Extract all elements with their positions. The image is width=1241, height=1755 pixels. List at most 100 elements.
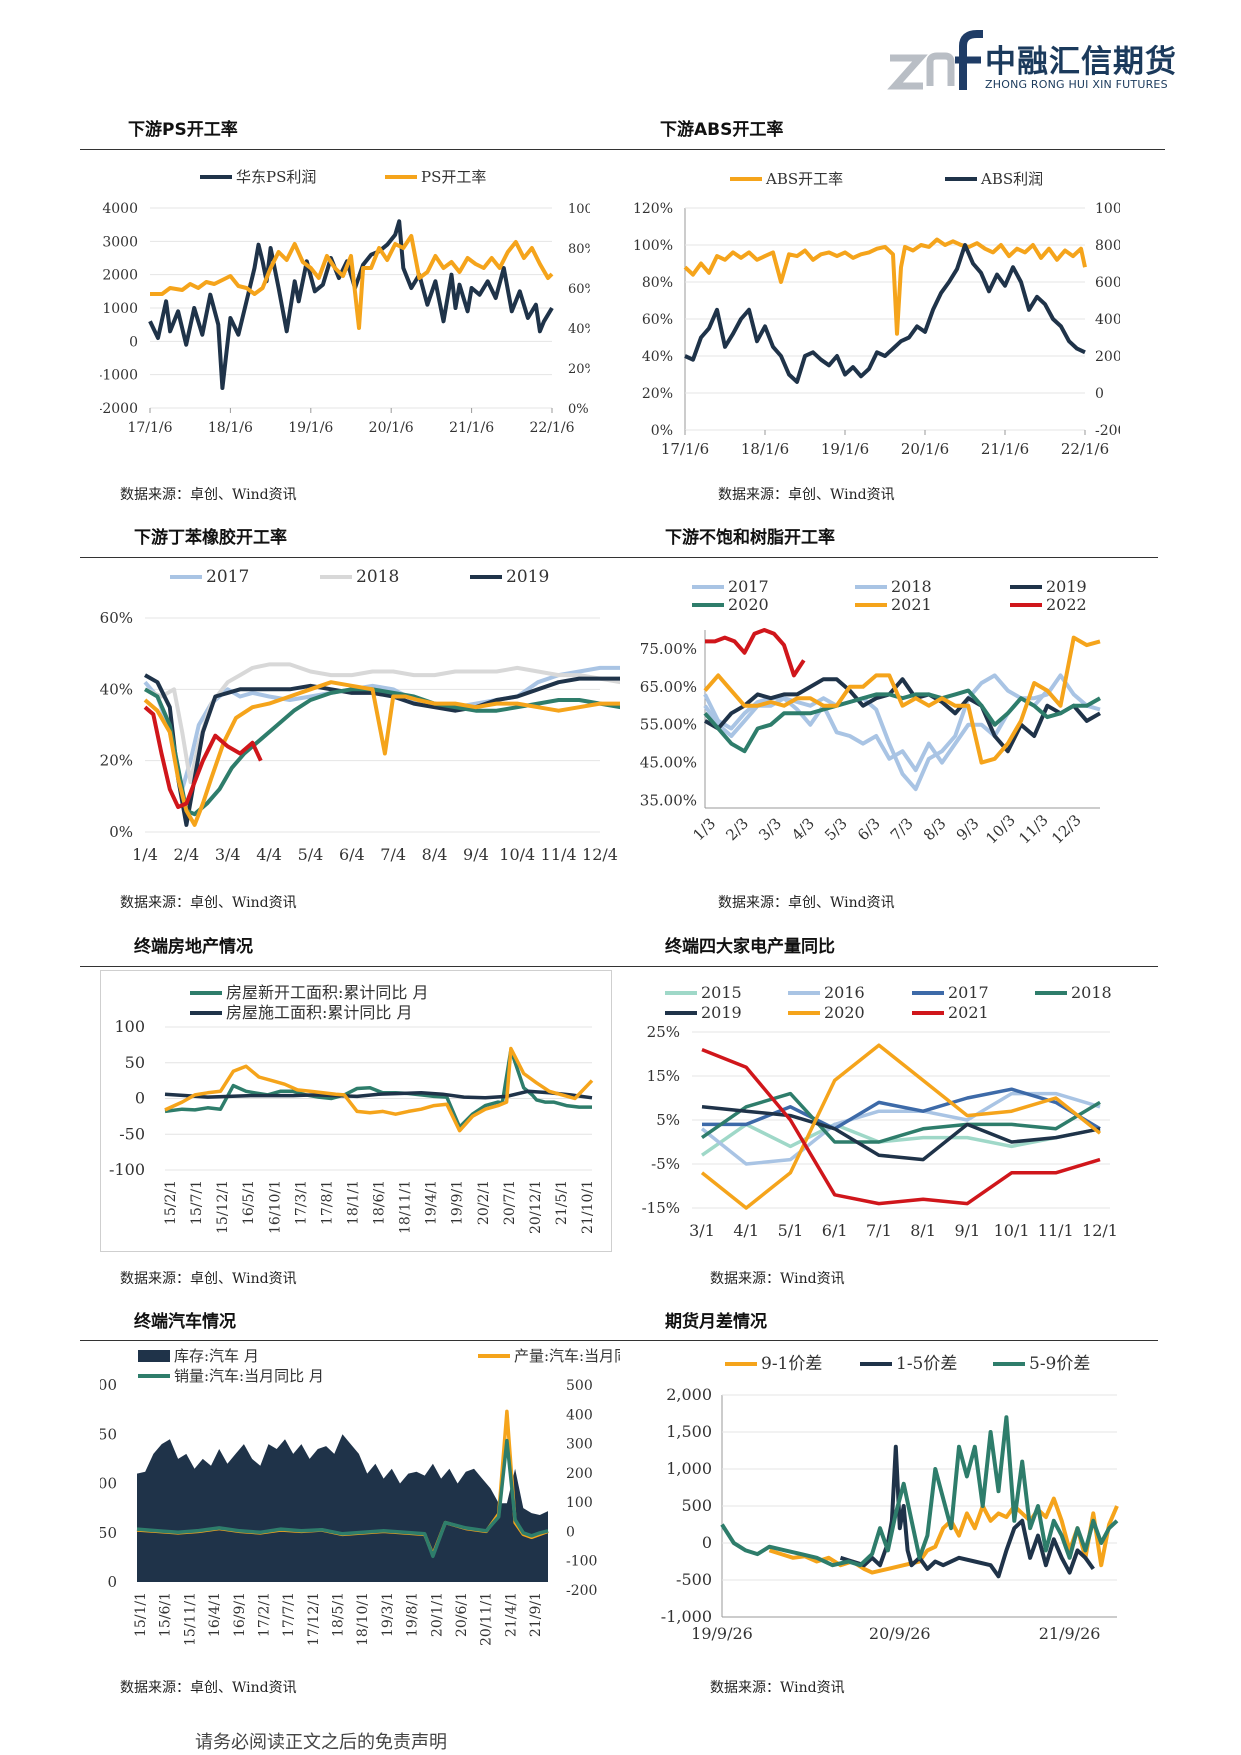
legend-label: 2019 [701, 1003, 742, 1022]
y2-tick-label: 4000 [1095, 312, 1120, 328]
legend-label: 5-9价差 [1029, 1354, 1090, 1374]
x-tick-label: 6/3 [854, 814, 884, 844]
legend-label: 2019 [1046, 577, 1087, 596]
x-tick-label: 21/5/1 [554, 1180, 570, 1225]
x-tick-label: 19/9/26 [691, 1624, 753, 1643]
company-name-cn: 中融汇信期货 [985, 44, 1177, 80]
series-line [683, 237, 1087, 336]
x-tick-label: 7/3 [887, 814, 917, 844]
legend-label: 2017 [728, 577, 769, 596]
y-tick-label: 75.00% [640, 640, 697, 658]
x-tick-label: 18/1/6 [208, 420, 253, 436]
legend-label: 2017 [948, 983, 989, 1002]
x-tick-label: 18/5/1 [331, 1592, 347, 1637]
y-tick-label: 80% [642, 275, 673, 291]
x-tick-label: 8/1 [910, 1221, 936, 1240]
x-tick-label: 17/3/1 [293, 1180, 309, 1225]
chart-real-estate: 100 50 0 -50 -100 15/2/1 15/7/1 15/12/1 16/5/1 16… [109, 983, 596, 1234]
series-line [703, 688, 1101, 754]
source-note: 数据来源：Wind资讯 [710, 1271, 845, 1287]
series-line [143, 680, 620, 827]
x-tick-label: 18/1/1 [345, 1180, 361, 1225]
inventory-area [137, 1434, 548, 1582]
y-tick-label: 35.00% [640, 791, 697, 809]
y2-tick-label: 6000 [1095, 275, 1120, 291]
legend-label: 2018 [891, 577, 932, 596]
y2-tick-label: 300 [566, 1437, 593, 1453]
y-tick-label: -1,000 [661, 1607, 712, 1626]
y-tick-label: 60% [642, 312, 673, 328]
series-line [701, 1105, 1101, 1162]
series-line [143, 705, 263, 809]
y-tick-label: 50 [100, 1524, 117, 1542]
x-tick-label: 19/3/1 [380, 1592, 396, 1637]
chart-auto: 2001501005005004003002001000-100-20015/1… [100, 1347, 620, 1646]
x-tick-label: 16/9/1 [232, 1592, 248, 1637]
y-tick-label: 0 [702, 1533, 712, 1552]
series-line [150, 234, 554, 330]
x-tick-label: 18/6/1 [372, 1180, 388, 1225]
series-line [703, 635, 1101, 765]
x-tick-label: 4/4 [256, 845, 282, 864]
y-tick-label: 5% [656, 1111, 680, 1129]
x-tick-label: 4/1 [733, 1221, 759, 1240]
x-tick-label: 11/3 [1015, 811, 1052, 848]
legend-label: 房屋施工面积:累计同比 月 [226, 1003, 412, 1022]
y-tick-label: 1000 [102, 301, 138, 317]
x-tick-label: 12/1 [1082, 1221, 1118, 1240]
legend-label: 2021 [948, 1003, 989, 1022]
y2-tick-label: 200 [566, 1466, 593, 1482]
y-tick-label: 50 [125, 1053, 145, 1072]
section-divider [80, 966, 1158, 967]
legend-label: PS开工率 [421, 168, 486, 186]
y2-tick-label: 400 [566, 1407, 593, 1423]
source-note: 数据来源：卓创、Wind资讯 [718, 895, 895, 911]
series-line [164, 1089, 593, 1100]
legend-label: 2018 [1071, 983, 1112, 1002]
legend-label: 2016 [824, 983, 865, 1002]
legend-label: 1-5价差 [896, 1354, 957, 1374]
section-title-upr: 下游不饱和树脂开工率 [665, 528, 835, 548]
section-title-auto: 终端汽车情况 [134, 1312, 236, 1332]
y-tick-label: 500 [681, 1496, 712, 1515]
y-tick-label: 1,000 [666, 1459, 712, 1478]
company-logo: 中融汇信期货 ZHONG RONG HUI XIN FUTURES [885, 28, 1185, 98]
x-tick-label: 22/1/6 [1061, 440, 1109, 458]
x-tick-label: 2/3 [722, 814, 752, 844]
x-tick-label: 15/12/1 [215, 1180, 231, 1234]
y-tick-label: 1,500 [666, 1422, 712, 1441]
x-tick-label: 17/12/1 [306, 1592, 322, 1646]
series-line [148, 219, 554, 390]
legend-label: 2020 [728, 595, 769, 614]
section-title-sbr: 下游丁苯橡胶开工率 [134, 528, 287, 548]
legend-label: ABS开工率 [765, 170, 843, 188]
x-tick-label: 21/9/26 [1039, 1624, 1101, 1643]
x-tick-label: 20/12/1 [528, 1180, 544, 1234]
legend-label: 2015 [701, 983, 742, 1002]
y-tick-label: -500 [676, 1570, 712, 1589]
x-tick-label: 18/1/6 [741, 440, 789, 458]
x-tick-label: 21/1/6 [981, 440, 1029, 458]
x-tick-label: 12/4 [582, 845, 618, 864]
series-line [700, 1043, 1102, 1210]
x-tick-label: 5/4 [298, 845, 324, 864]
series-line [700, 1091, 1101, 1144]
series-line [164, 1048, 592, 1129]
y-tick-label: 2,000 [666, 1385, 712, 1404]
x-tick-label: 15/6/1 [158, 1592, 174, 1637]
legend-label: 2022 [1046, 595, 1087, 614]
y-tick-label: -2000 [100, 401, 138, 417]
legend-label: 华东PS利润 [236, 168, 316, 186]
x-tick-label: 11/1 [1038, 1221, 1074, 1240]
section-divider [80, 1340, 1158, 1341]
chart-appliance-output: 25% 15% 5% -5% -15% 3/1 4/1 5/1 6/1 7/1 8/1 9/1 10/1… [642, 983, 1118, 1240]
x-tick-label: 19/9/1 [450, 1180, 466, 1225]
chart-frame [100, 970, 612, 1252]
x-tick-label: 8/4 [422, 845, 448, 864]
legend-label: 2020 [824, 1003, 865, 1022]
series-line [704, 677, 1101, 754]
x-tick-label: 7/4 [380, 845, 406, 864]
y-tick-label: 200 [100, 1376, 117, 1394]
y2-tick-label: 0 [566, 1524, 575, 1540]
